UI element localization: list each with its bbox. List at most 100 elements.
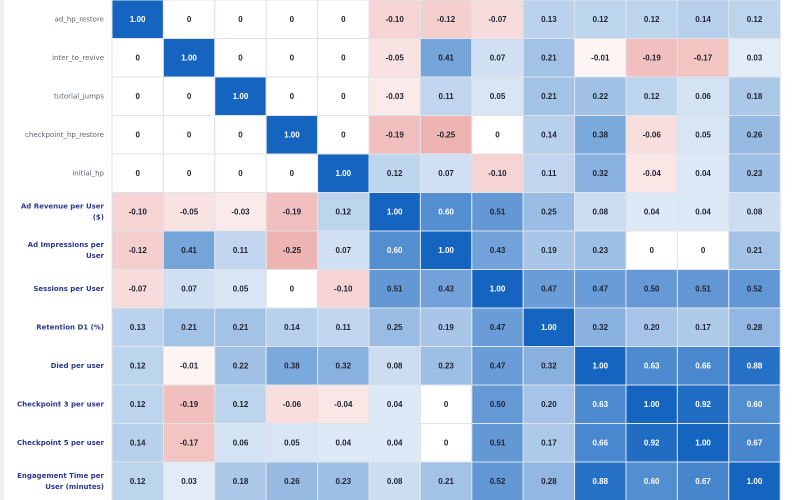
heatmap-cell-fill bbox=[728, 230, 781, 270]
heatmap-cell-value: -0.19 bbox=[386, 130, 405, 139]
heatmap-cell-value: 0.08 bbox=[387, 361, 403, 370]
heatmap-cell: 0.32 bbox=[574, 307, 627, 347]
heatmap-cell-fill bbox=[522, 0, 576, 39]
heatmap-cell-value: 0 bbox=[341, 130, 346, 139]
heatmap-cell-value: -0.25 bbox=[437, 130, 456, 139]
heatmap-cell-fill bbox=[728, 76, 781, 116]
heatmap-cell-fill bbox=[265, 307, 319, 347]
heatmap-cell: -0.04 bbox=[317, 384, 370, 424]
heatmap-cell: 0.28 bbox=[522, 461, 576, 500]
row-label: Ad Impressions per User bbox=[28, 241, 105, 260]
heatmap-cell-value: 0 bbox=[290, 284, 295, 293]
heatmap-cell-value: 0.06 bbox=[695, 92, 711, 101]
heatmap-cell-fill bbox=[522, 461, 576, 500]
heatmap-cell-value: 0.38 bbox=[593, 130, 609, 139]
heatmap-cell-value: 0.08 bbox=[387, 477, 403, 486]
heatmap-cell: 0.08 bbox=[574, 192, 627, 232]
heatmap-cell: 0 bbox=[162, 0, 216, 39]
heatmap-cell-value: 0.21 bbox=[747, 246, 763, 255]
heatmap-cell-value: 0.14 bbox=[130, 438, 146, 447]
heatmap-cell: 0.18 bbox=[214, 461, 267, 500]
heatmap-cell-value: 0.21 bbox=[181, 323, 197, 332]
heatmap-cell: -0.06 bbox=[625, 115, 678, 155]
heatmap-cell-value: 0.04 bbox=[695, 207, 711, 216]
heatmap-cell: 0.63 bbox=[574, 384, 627, 424]
heatmap-cell-value: 0.38 bbox=[284, 361, 300, 370]
heatmap-cell-value: -0.17 bbox=[180, 438, 199, 447]
heatmap-cell-value: 0.47 bbox=[490, 361, 506, 370]
heatmap-cell: 0.51 bbox=[471, 192, 524, 232]
heatmap-cell: 0 bbox=[419, 423, 473, 463]
heatmap-cell: 0.43 bbox=[419, 269, 473, 309]
heatmap-cell-value: -0.06 bbox=[643, 130, 662, 139]
heatmap-cell-value: -0.10 bbox=[386, 15, 405, 24]
heatmap-cell: 0.06 bbox=[214, 423, 267, 463]
heatmap-cell: 0.14 bbox=[111, 423, 164, 463]
heatmap-cell-value: 0 bbox=[495, 130, 500, 139]
heatmap-cell: 0.12 bbox=[111, 346, 164, 386]
heatmap-cell-value: 0.28 bbox=[747, 323, 763, 332]
heatmap-cell: 0.12 bbox=[111, 461, 164, 500]
heatmap-cell-value: 0.14 bbox=[541, 130, 557, 139]
heatmap-cell-value: 0.21 bbox=[541, 92, 557, 101]
heatmap-cell-value: -0.12 bbox=[437, 15, 456, 24]
heatmap-cell: 0.11 bbox=[419, 76, 473, 116]
heatmap-cell-value: 0.32 bbox=[336, 361, 352, 370]
heatmap-cell-fill bbox=[419, 38, 473, 78]
heatmap-cell: 0.92 bbox=[625, 423, 678, 463]
heatmap-cell: 0 bbox=[214, 115, 267, 155]
heatmap-cell-value: -0.05 bbox=[180, 207, 199, 216]
heatmap-cell: 0 bbox=[317, 76, 370, 116]
heatmap-cell-value: 0.47 bbox=[490, 323, 506, 332]
heatmap-cell-value: 0.47 bbox=[541, 284, 557, 293]
heatmap-cell-fill bbox=[574, 0, 627, 39]
heatmap-cell: 1.00 bbox=[471, 269, 524, 309]
heatmap-cell-fill bbox=[522, 346, 576, 386]
heatmap-cell-fill bbox=[522, 269, 576, 309]
heatmap-cell-value: 0.07 bbox=[336, 246, 352, 255]
heatmap-cell-value: -0.10 bbox=[488, 169, 507, 178]
heatmap-cell-fill bbox=[574, 76, 627, 116]
heatmap-cell: 0 bbox=[676, 230, 730, 270]
heatmap-cell: 0.20 bbox=[522, 384, 576, 424]
heatmap-cell-value: 0.14 bbox=[284, 323, 300, 332]
heatmap-cell-value: 0.05 bbox=[490, 92, 506, 101]
heatmap-cell: 0.04 bbox=[676, 153, 730, 193]
heatmap-cell: 0.17 bbox=[522, 423, 576, 463]
heatmap-cell-value: 0.32 bbox=[593, 323, 609, 332]
heatmap-cell-fill bbox=[574, 269, 627, 309]
heatmap-cell: -0.10 bbox=[317, 269, 370, 309]
heatmap-cell-fill bbox=[728, 115, 781, 155]
heatmap-cell-value: 0 bbox=[341, 92, 346, 101]
heatmap-cell: 0.07 bbox=[419, 153, 473, 193]
heatmap-cell-fill bbox=[214, 346, 267, 386]
heatmap-cell-fill bbox=[368, 153, 421, 193]
heatmap-cell-fill bbox=[522, 38, 576, 78]
heatmap-cell-fill bbox=[162, 461, 216, 500]
heatmap-cell: 0 bbox=[162, 153, 216, 193]
heatmap-cell-value: 1.00 bbox=[181, 53, 197, 62]
heatmap-cell-fill bbox=[625, 192, 678, 232]
heatmap-cell: 0.38 bbox=[265, 346, 319, 386]
heatmap-cell-value: 1.00 bbox=[541, 323, 557, 332]
heatmap-cell-fill bbox=[162, 346, 216, 386]
heatmap-cell: 0.92 bbox=[676, 384, 730, 424]
heatmap-cell: 0.88 bbox=[574, 461, 627, 500]
heatmap-cell: 0 bbox=[265, 76, 319, 116]
heatmap-cell-value: 0 bbox=[290, 15, 295, 24]
heatmap-cell: 0.66 bbox=[676, 346, 730, 386]
heatmap-cell-fill bbox=[317, 423, 370, 463]
heatmap-cell-value: 0.25 bbox=[541, 207, 557, 216]
heatmap-cell-value: 0 bbox=[701, 246, 706, 255]
heatmap-cell-value: 0.07 bbox=[181, 284, 197, 293]
heatmap-cell-value: 0 bbox=[290, 169, 295, 178]
heatmap-cell-fill bbox=[317, 38, 370, 78]
heatmap-cell: 0.05 bbox=[214, 269, 267, 309]
heatmap-cell-value: 0.04 bbox=[695, 169, 711, 178]
heatmap-cell: 0.12 bbox=[317, 192, 370, 232]
heatmap-cell: 0.14 bbox=[676, 0, 730, 39]
heatmap-cell-fill bbox=[162, 307, 216, 347]
heatmap-cell-fill bbox=[368, 230, 421, 270]
heatmap-cell: 0.32 bbox=[574, 153, 627, 193]
